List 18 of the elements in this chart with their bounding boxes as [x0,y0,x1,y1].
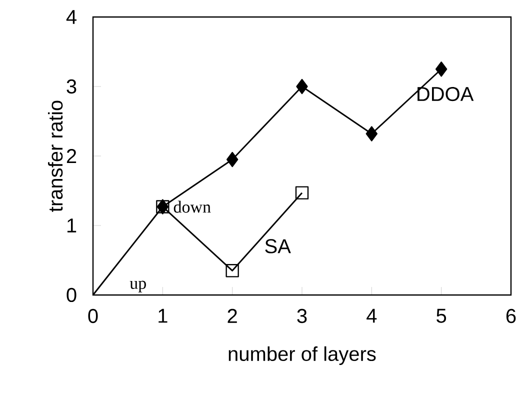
series-label: SA [265,239,291,254]
x-tick-label: 5 [436,308,446,323]
y-tick-label: 2 [66,149,76,163]
y-tick-label: 3 [66,79,76,94]
x-tick-label: 1 [158,308,168,323]
x-tick-label: 3 [297,308,307,324]
annotation: down [174,200,211,213]
x-tick-label: 2 [228,308,237,323]
y-axis-title: transfer ratio [48,100,63,212]
x-tick-label: 0 [88,308,98,324]
annotation: up [130,280,146,292]
y-tick-label: 0 [66,288,76,302]
series-label: DDOA [418,86,474,102]
y-tick-label: 4 [66,10,76,24]
x-axis-title: number of layers [228,346,376,365]
x-tick-label: 6 [506,308,516,324]
y-tick-label: 1 [67,218,76,232]
x-tick-label: 4 [366,308,377,323]
